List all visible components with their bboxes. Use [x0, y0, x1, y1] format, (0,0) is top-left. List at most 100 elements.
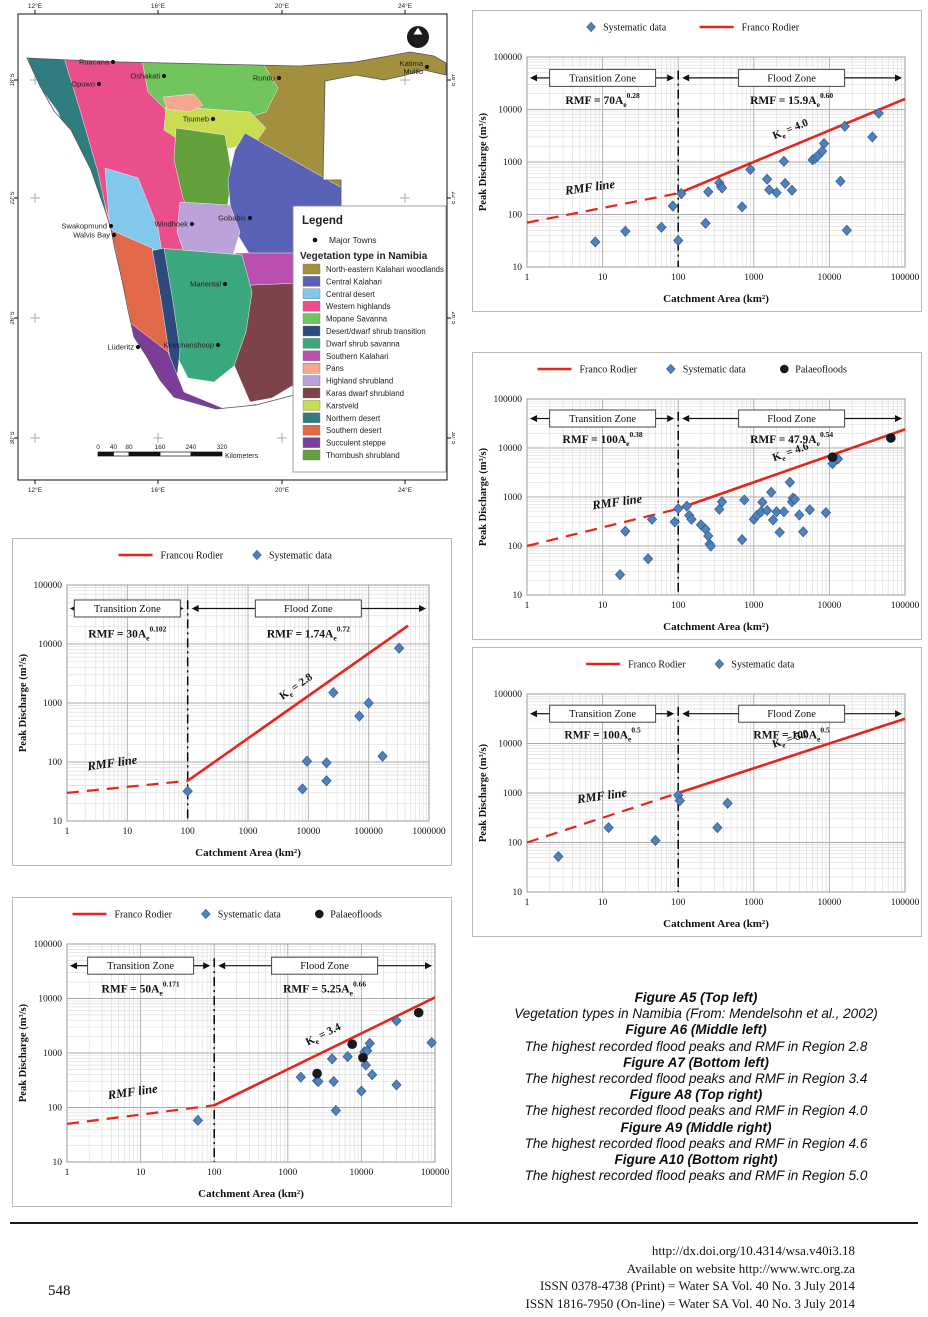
caption-subtitle: The highest recorded flood peaks and RMF…	[524, 1071, 868, 1087]
legend-label: Pans	[326, 364, 344, 373]
zone-label: Flood Zone	[767, 73, 816, 84]
data-point-diamond	[705, 540, 716, 552]
systematic-data-points	[553, 789, 733, 863]
data-point-diamond	[839, 120, 850, 132]
zone-label: Transition Zone	[94, 604, 161, 615]
data-point-diamond	[603, 822, 614, 834]
y-tick-label: 100	[48, 758, 63, 768]
x-tick-label: 1000	[744, 898, 763, 908]
town-label: Keetmanshoop	[164, 341, 214, 350]
rmf-flood-line	[213, 996, 436, 1107]
footer-line: http://dx.doi.org/10.4314/wsa.v40i3.18	[651, 1243, 855, 1258]
data-point-diamond	[700, 217, 711, 229]
legend-entry-label: Systematic data	[683, 365, 747, 376]
legend-swatch	[302, 350, 321, 361]
data-point-diamond	[354, 710, 365, 722]
svg-text:18°S: 18°S	[10, 73, 16, 86]
legend-swatch	[302, 263, 321, 275]
data-point-diamond	[784, 476, 796, 488]
town-label: Rundu	[253, 74, 275, 83]
legend-entry-label: Palaeofloods	[330, 910, 382, 921]
data-point-diamond	[330, 1104, 342, 1117]
y-tick-label: 10	[513, 888, 523, 898]
legend-swatch	[302, 425, 321, 436]
data-point-diamond	[703, 186, 714, 198]
legend-label: Southern Kalahari	[326, 352, 389, 361]
rmf-equation: RMF = 1.74Ae0.72	[267, 624, 350, 642]
data-point-diamond	[789, 493, 801, 505]
y-axis-label: Peak Discharge (m³/s)	[478, 447, 489, 546]
svg-text:Major Towns: Major Towns	[329, 235, 377, 245]
town-label: Katima	[400, 59, 424, 68]
legend-swatch	[302, 288, 321, 299]
town-label: Oshakati	[130, 72, 160, 81]
legend-swatch	[302, 338, 321, 349]
town-label: Walvis Bay	[73, 231, 110, 240]
legend-label: Western highlands	[326, 302, 391, 311]
data-point-diamond	[712, 822, 723, 834]
data-point-diamond	[676, 188, 687, 200]
legend-label: Central desert	[326, 290, 376, 299]
namibia-vegetation-map: 12°E 12°E 16°E 16°E 20°E 20°E 24°E 24°E 18°S 18°S…	[10, 2, 456, 494]
data-point-diamond	[328, 1075, 339, 1088]
svg-text:20°E: 20°E	[275, 2, 290, 10]
data-point-diamond	[360, 1059, 372, 1071]
y-tick-label: 1000	[503, 789, 522, 799]
svg-text:12°E: 12°E	[28, 2, 43, 10]
legend-entry-label: Franco Rodier	[580, 365, 638, 376]
legend-entry-label: Systematic data	[603, 23, 667, 34]
rmf-flood-line	[677, 428, 906, 510]
legend-swatch	[302, 325, 321, 337]
svg-text:30°S: 30°S	[450, 431, 455, 444]
legend-swatch	[302, 449, 321, 461]
gridlines	[526, 56, 906, 268]
y-tick-label: 100	[508, 839, 523, 849]
legend-label: Northern desert	[326, 414, 381, 423]
y-tick-label: 10	[513, 591, 523, 601]
legend-circle-symbol	[315, 909, 324, 919]
rmf-flood-line	[186, 624, 409, 782]
y-tick-label: 100	[508, 211, 523, 221]
legend-swatch	[302, 375, 321, 386]
town-dot	[189, 221, 195, 227]
x-tick-label: 1000	[239, 827, 258, 837]
gridlines	[526, 693, 906, 893]
rmf-line-label: RMF line	[575, 785, 628, 806]
svg-text:Legend: Legend	[302, 215, 343, 227]
data-point-circle	[827, 452, 838, 462]
x-axis-label: Catchment Area (km²)	[663, 918, 769, 930]
data-point-diamond	[761, 173, 773, 185]
town-label: Mariental	[190, 280, 221, 289]
data-point-diamond	[620, 525, 631, 537]
caption-title: Figure A8 (Top right)	[629, 1087, 763, 1103]
data-point-diamond	[816, 145, 828, 157]
chart-legend: Franco Rodier Systematic data Palaeofloods	[537, 363, 847, 376]
data-point-diamond	[614, 569, 626, 581]
data-point-diamond	[764, 184, 775, 196]
x-tick-label: 100	[671, 273, 686, 283]
footer-line: ISSN 0378-4738 (Print) = Water SA Vol. 4…	[539, 1278, 855, 1293]
data-point-diamond	[780, 177, 791, 190]
y-tick-label: 10	[53, 1158, 63, 1168]
rmf-line-label: RMF line	[563, 177, 616, 198]
x-tick-label: 10000	[350, 1168, 374, 1178]
y-tick-label: 100000	[494, 690, 523, 700]
x-tick-label: 10000	[818, 273, 842, 283]
y-tick-label: 1000	[503, 493, 522, 503]
rmf-equation: RMF = 100Ae0.5	[753, 725, 830, 743]
data-point-diamond	[873, 107, 884, 119]
town-label: Gobabis	[218, 214, 246, 223]
chart-legend: Francou Rodier Systematic data	[118, 549, 333, 562]
x-tick-label: 100	[207, 1168, 222, 1178]
svg-text:160: 160	[155, 444, 166, 451]
y-tick-label: 100	[508, 542, 523, 552]
data-point-diamond	[736, 201, 748, 213]
data-point-diamond	[394, 642, 405, 654]
legend-label: Thornbush shrubland	[326, 451, 400, 460]
chart-figure-a7: 10 100 1000 10000 100000 1 10 100 1000 10000 10000…	[12, 897, 452, 1207]
svg-text:80: 80	[125, 444, 133, 451]
zone-label: Transition Zone	[569, 73, 636, 84]
data-point-diamond	[778, 155, 790, 167]
town-markers: Ruacana Opuwo Oshakati Tsumeb Rundu KatimaMul…	[62, 58, 430, 352]
